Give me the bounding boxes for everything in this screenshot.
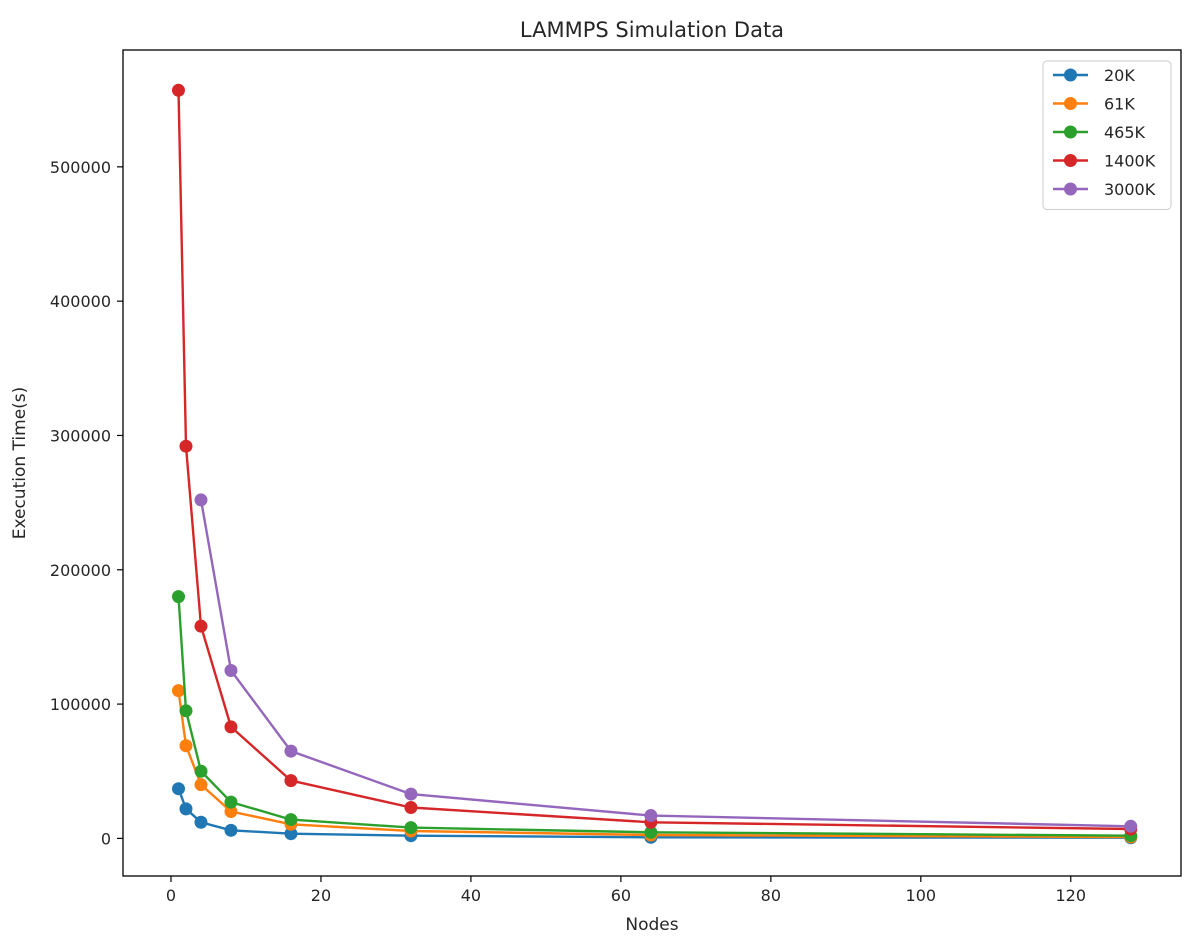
series-line-465K [177,596,1131,837]
data-point-61K [179,739,193,753]
data-point-3000K [404,787,418,801]
data-point-61K [171,684,185,698]
y-tick-label: 100000 [50,695,111,714]
data-point-3000K [1124,819,1138,833]
plot-frame [122,49,1182,877]
data-point-1400K [404,801,418,815]
axis-ticks: 0 20 40 60 80 100 120 0 100000 200000 300000 400000… [50,158,1086,905]
x-tick-label: 0 [166,886,176,905]
legend-swatch-marker [1064,68,1077,82]
legend-label: 1400K [1104,152,1156,171]
y-tick-label: 400000 [50,292,111,311]
data-point-20K [171,782,185,796]
data-point-20K [284,827,298,841]
legend-label: 20K [1104,66,1135,85]
plot-marks [171,83,1138,845]
legend-swatch-marker [1064,97,1077,110]
y-tick-label: 200000 [50,561,111,580]
data-point-465K [284,813,298,827]
legend: 20K 61K 465K 1400K 3000K [1042,60,1172,210]
legend-swatch-marker [1064,154,1077,167]
x-tick-label: 60 [611,886,631,905]
chart-title: LAMMPS Simulation Data [520,18,784,42]
data-point-61K [194,778,208,792]
x-tick-label: 20 [311,886,331,905]
legend-label: 465K [1104,123,1146,142]
legend-label: 61K [1104,95,1135,114]
data-point-20K [194,815,208,829]
x-tick-label: 80 [761,886,781,905]
y-tick-label: 500000 [50,158,111,177]
data-point-1400K [171,83,185,97]
x-tick-label: 100 [906,886,937,905]
data-point-465K [224,795,238,809]
data-point-465K [404,821,418,835]
y-tick-label: 0 [101,829,111,848]
data-point-3000K [644,809,658,823]
data-point-3000K [194,493,208,507]
data-point-1400K [224,720,238,734]
legend-swatch-marker [1064,125,1077,139]
series-line-1400K [177,90,1131,831]
data-point-465K [179,704,193,718]
data-point-1400K [284,774,298,788]
data-point-20K [179,802,193,816]
data-point-3000K [224,664,238,678]
y-axis-label: Execution Time(s) [10,387,30,540]
data-point-465K [194,764,208,778]
data-point-1400K [179,439,193,453]
data-point-465K [644,825,658,839]
series-line-61K [177,690,1131,839]
y-tick-label: 300000 [50,426,111,445]
data-point-20K [224,823,238,837]
x-axis-label: Nodes [625,915,678,935]
series-line-3000K [199,499,1131,828]
legend-swatch-marker [1064,182,1077,196]
legend-label: 3000K [1104,180,1156,199]
data-point-3000K [284,744,298,758]
x-tick-label: 120 [1056,886,1087,905]
legend-box [1042,60,1172,210]
data-point-1400K [194,619,208,633]
x-tick-label: 40 [461,886,481,905]
data-point-465K [171,590,185,604]
data-point-61K [224,805,238,819]
